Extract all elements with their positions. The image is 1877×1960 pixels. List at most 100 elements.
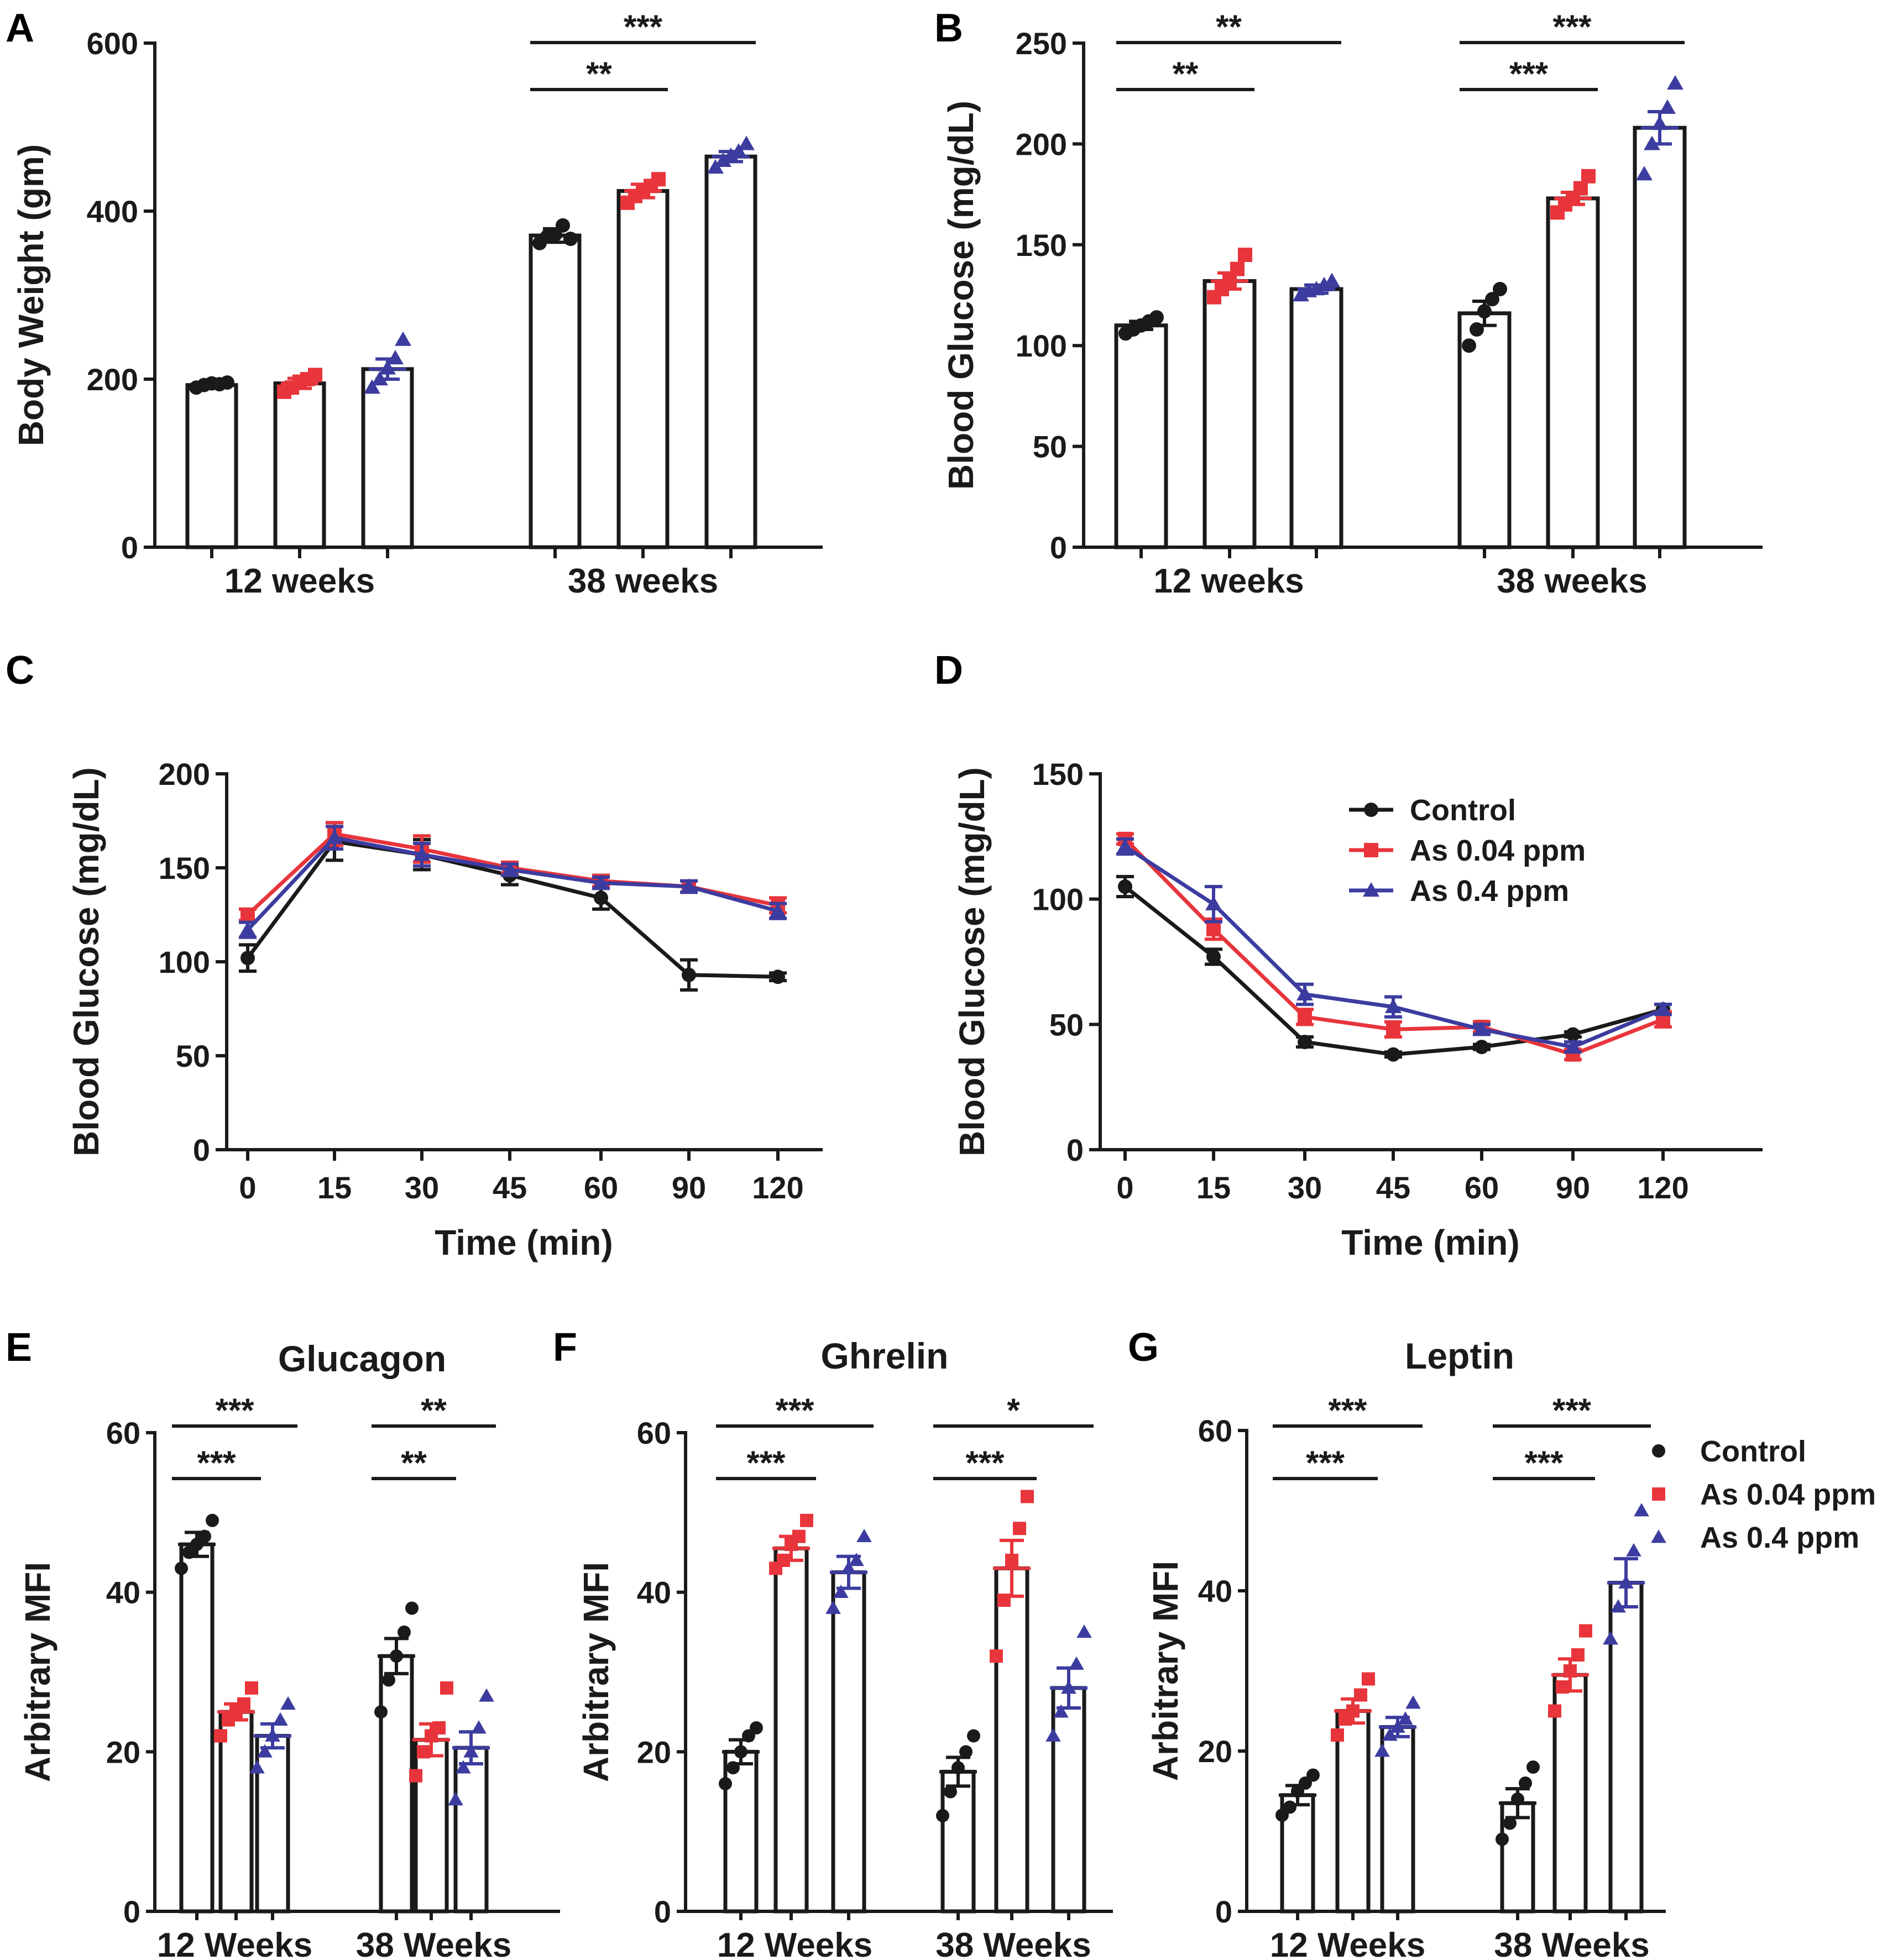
significance-marker: *** xyxy=(1306,1444,1345,1481)
data-point xyxy=(249,1760,265,1774)
category-label: 12 weeks xyxy=(224,562,375,600)
y-tick-label: 20 xyxy=(1198,1734,1232,1769)
y-tick-label: 0 xyxy=(1066,1133,1084,1167)
y-tick-label: 200 xyxy=(159,757,210,792)
significance-marker: ** xyxy=(421,1392,447,1429)
data-point xyxy=(1581,169,1596,184)
data-point xyxy=(594,890,608,905)
data-point xyxy=(1385,998,1402,1013)
data-point xyxy=(944,1785,957,1799)
category-label: 38 Weeks xyxy=(1494,1926,1650,1960)
legend-line-chart: Control As 0.04 ppm As 0.4 ppm xyxy=(1349,794,1586,908)
y-tick-label: 200 xyxy=(1016,127,1067,161)
data-point xyxy=(967,1729,980,1743)
x-tick-label: 0 xyxy=(1116,1170,1133,1205)
x-tick-label: 30 xyxy=(1288,1170,1322,1205)
y-tick-label: 60 xyxy=(637,1416,671,1450)
panel-d: D 0 50 100 150 Blood Glucose (mg/dL) 0 15 30 45 60… xyxy=(934,648,1763,1262)
data-point xyxy=(1548,1704,1561,1718)
bar xyxy=(1608,1581,1644,1914)
x-tick-label: 90 xyxy=(672,1170,706,1205)
y-tick-label: 0 xyxy=(654,1894,671,1929)
data-point xyxy=(1298,1035,1312,1050)
panel-e: E Glucagon 0 20 40 60 Arbitrary MFI 12 Weeks 38 … xyxy=(6,1325,560,1960)
bar xyxy=(1633,125,1687,549)
y-tick-label: 150 xyxy=(1032,757,1084,792)
data-point xyxy=(959,1745,973,1759)
y-tick-label: 150 xyxy=(159,851,210,885)
x-tick-label: 45 xyxy=(493,1170,527,1205)
legend-marker xyxy=(1652,1444,1665,1458)
y-tick-label: 40 xyxy=(1198,1574,1232,1608)
y-tick-label: 50 xyxy=(1049,1007,1084,1042)
y-tick-label: 600 xyxy=(87,26,138,61)
data-point xyxy=(448,1792,463,1806)
y-axis-label: Body Weight (gm) xyxy=(11,144,51,446)
data-point xyxy=(1475,1040,1489,1055)
x-tick-label: 120 xyxy=(1637,1170,1688,1205)
data-point xyxy=(936,1809,949,1822)
data-point xyxy=(1283,1800,1296,1814)
data-point xyxy=(206,1513,219,1527)
data-point xyxy=(833,1584,849,1599)
data-point xyxy=(770,903,786,918)
legend-label: Control xyxy=(1700,1435,1806,1468)
data-point xyxy=(1655,1001,1671,1016)
data-point xyxy=(245,1681,258,1695)
bar xyxy=(273,381,326,549)
y-axis-label: Arbitrary MFI xyxy=(18,1562,57,1782)
data-point xyxy=(1118,879,1132,894)
y-tick-label: 100 xyxy=(159,945,210,979)
data-point xyxy=(364,379,380,394)
bar xyxy=(831,1570,866,1914)
y-tick-label: 50 xyxy=(176,1039,210,1073)
y-axis-label: Blood Glucose (mg/dL) xyxy=(952,767,992,1156)
panel-label: E xyxy=(6,1325,32,1370)
bar xyxy=(1546,196,1600,549)
data-point xyxy=(1206,949,1221,964)
y-axis-label: Arbitrary MFI xyxy=(576,1562,616,1782)
data-point xyxy=(440,1681,453,1695)
y-tick-label: 0 xyxy=(123,1894,140,1929)
data-point xyxy=(1626,1543,1641,1557)
x-axis-label: Time (min) xyxy=(435,1223,613,1262)
data-point xyxy=(405,1601,419,1615)
legend-marker xyxy=(1652,1487,1665,1501)
y-tick-label: 100 xyxy=(1032,882,1084,917)
data-point xyxy=(1238,248,1252,263)
y-tick-label: 50 xyxy=(1033,429,1067,464)
x-tick-label: 45 xyxy=(1376,1170,1410,1205)
data-point xyxy=(990,1649,1003,1663)
x-tick-label: 60 xyxy=(1465,1170,1499,1205)
y-tick-label: 0 xyxy=(193,1133,210,1167)
bar xyxy=(218,1710,254,1914)
data-point xyxy=(1386,1047,1400,1062)
y-axis-label: Blood Glucose (mg/dL) xyxy=(66,767,106,1156)
data-point xyxy=(715,152,731,167)
data-point xyxy=(1603,1631,1618,1645)
data-point xyxy=(1117,838,1133,853)
category-label: 38 Weeks xyxy=(935,1926,1091,1960)
x-tick-label: 15 xyxy=(1196,1170,1231,1205)
data-point xyxy=(1565,1039,1581,1054)
y-tick-label: 0 xyxy=(1050,530,1067,565)
data-point xyxy=(414,846,430,861)
data-point xyxy=(1331,1728,1344,1742)
data-point xyxy=(1462,338,1476,353)
data-point xyxy=(1503,1816,1517,1830)
x-tick-label: 15 xyxy=(317,1170,352,1205)
panel-title: Glucagon xyxy=(278,1338,446,1379)
data-point xyxy=(593,874,609,889)
y-tick-label: 400 xyxy=(87,194,138,229)
data-point xyxy=(398,1625,411,1639)
category-label: 12 Weeks xyxy=(717,1926,873,1960)
data-point xyxy=(479,1688,494,1702)
significance-marker: *** xyxy=(1552,8,1592,45)
data-point xyxy=(1296,986,1313,1001)
data-point xyxy=(1579,1624,1592,1638)
data-point xyxy=(1496,1832,1509,1846)
legend-marker xyxy=(1363,882,1379,897)
x-tick-label: 120 xyxy=(752,1170,803,1205)
data-point xyxy=(1405,1695,1421,1709)
